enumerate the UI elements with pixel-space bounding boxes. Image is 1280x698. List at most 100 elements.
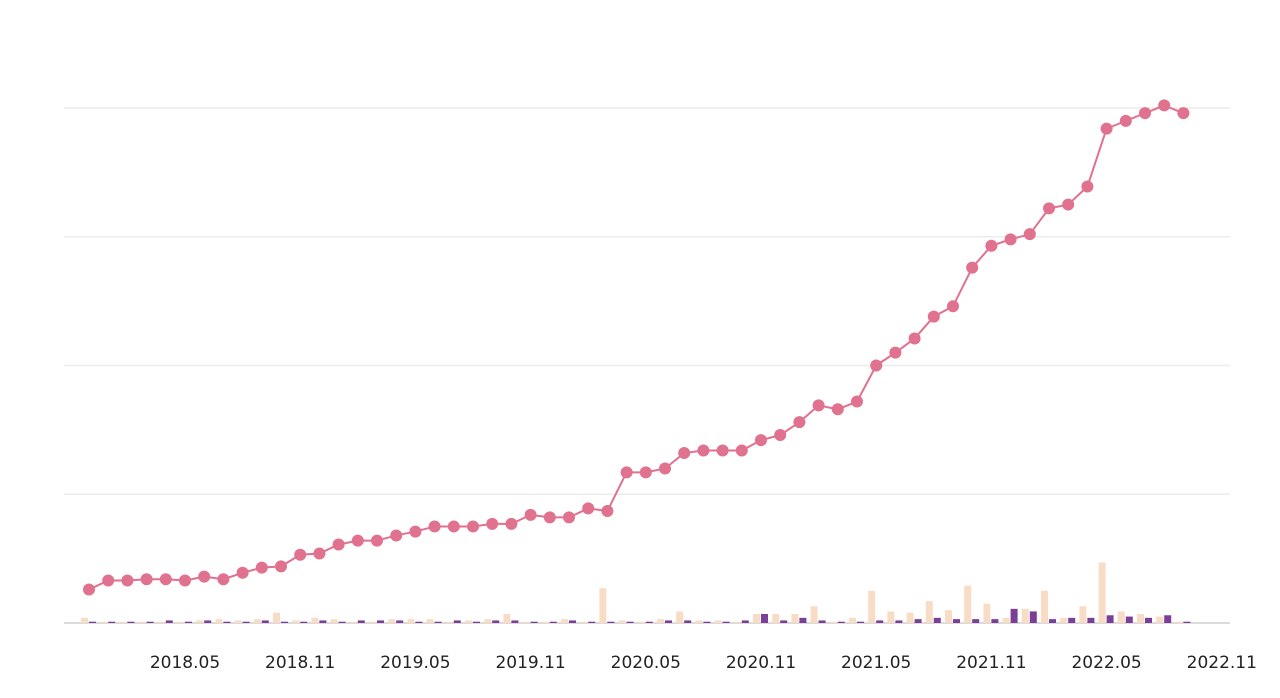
bar xyxy=(357,620,365,623)
point xyxy=(639,466,652,479)
bar xyxy=(1164,615,1172,623)
bar xyxy=(580,621,588,623)
bar xyxy=(388,619,396,623)
bar xyxy=(204,620,212,623)
point xyxy=(774,429,787,442)
bar xyxy=(1156,616,1164,623)
bar xyxy=(349,621,357,623)
point xyxy=(563,511,575,524)
bar xyxy=(626,621,634,623)
bar xyxy=(465,620,472,623)
bar xyxy=(89,621,96,623)
point xyxy=(927,310,940,323)
point xyxy=(985,239,998,252)
point xyxy=(947,300,959,313)
bar xyxy=(338,621,346,623)
bar xyxy=(522,621,530,623)
bar xyxy=(127,621,135,623)
bar xyxy=(588,621,596,623)
bar xyxy=(645,621,653,623)
bar xyxy=(829,621,837,623)
bar xyxy=(330,619,338,623)
point xyxy=(1139,107,1151,120)
point xyxy=(332,538,345,551)
point xyxy=(83,583,95,596)
bar xyxy=(1137,613,1144,623)
bar xyxy=(185,621,192,623)
bar xyxy=(292,620,300,623)
point xyxy=(179,574,191,587)
point xyxy=(678,447,691,460)
bar xyxy=(377,620,384,623)
point xyxy=(159,573,172,586)
point xyxy=(1043,202,1055,215)
bar xyxy=(665,620,672,623)
point xyxy=(1100,122,1113,135)
bar xyxy=(599,588,607,623)
bar xyxy=(914,619,922,623)
bar xyxy=(369,621,376,623)
bar xyxy=(1183,621,1191,623)
point xyxy=(198,570,211,583)
point xyxy=(467,520,479,533)
point xyxy=(889,346,902,359)
bar xyxy=(1029,611,1037,623)
bar xyxy=(473,621,480,623)
x-tick-label: 2019.05 xyxy=(380,653,450,673)
bar xyxy=(906,612,914,623)
point xyxy=(351,534,364,547)
point xyxy=(102,574,115,587)
bar xyxy=(234,620,242,623)
bar xyxy=(242,621,250,623)
point xyxy=(121,574,134,587)
bar xyxy=(657,619,664,623)
bar xyxy=(253,619,261,623)
bar xyxy=(1145,617,1152,623)
bar xyxy=(1041,590,1048,623)
bar xyxy=(933,617,941,623)
bar xyxy=(895,620,903,623)
bar xyxy=(138,621,146,623)
point xyxy=(486,517,499,530)
bar xyxy=(1125,616,1133,623)
bar xyxy=(530,621,538,623)
bar xyxy=(311,617,319,623)
point xyxy=(793,416,806,429)
x-tick-label: 2018.05 xyxy=(150,653,220,673)
bar xyxy=(676,611,684,623)
bar xyxy=(1060,617,1068,623)
point xyxy=(428,520,441,533)
point xyxy=(524,508,537,521)
bar xyxy=(964,585,972,623)
point xyxy=(1177,107,1190,120)
bar xyxy=(281,621,288,623)
point xyxy=(1023,228,1036,241)
bar xyxy=(1068,617,1076,623)
bar xyxy=(273,612,280,623)
bar xyxy=(857,621,864,623)
bar xyxy=(684,620,692,623)
point xyxy=(217,573,230,586)
point xyxy=(409,525,422,538)
bar xyxy=(549,621,557,623)
bar xyxy=(780,620,788,623)
bar xyxy=(223,621,231,623)
point xyxy=(831,403,844,416)
bar xyxy=(703,621,711,623)
bar xyxy=(818,620,826,623)
bar xyxy=(1021,608,1029,623)
bar xyxy=(607,621,615,623)
bar xyxy=(407,619,415,623)
bar xyxy=(810,606,818,623)
bar xyxy=(741,620,749,623)
bar xyxy=(119,621,127,623)
bar xyxy=(945,610,952,623)
bar xyxy=(426,619,434,623)
bar xyxy=(983,603,991,623)
bar xyxy=(415,621,423,623)
x-tick-label: 2022.05 xyxy=(1071,653,1141,673)
bar xyxy=(146,621,154,623)
bar xyxy=(791,613,799,623)
bar xyxy=(1002,617,1010,623)
